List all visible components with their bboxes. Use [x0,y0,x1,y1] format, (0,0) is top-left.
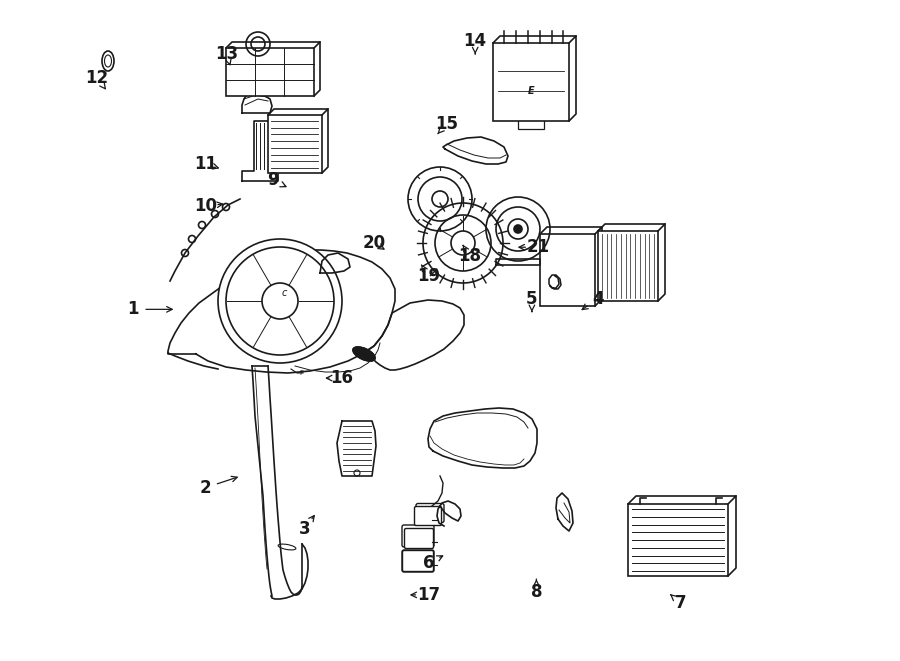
Text: 9: 9 [267,171,278,190]
Bar [540,234,595,306]
Bar [518,119,544,129]
Text: 3: 3 [299,520,310,538]
Bar [578,248,588,258]
Text: 7: 7 [675,594,686,612]
Bar [493,43,569,121]
Text: 2: 2 [200,479,211,497]
Text: c: c [282,288,287,298]
Text: 13: 13 [215,45,238,63]
FancyBboxPatch shape [415,506,442,525]
Text: 20: 20 [363,234,386,253]
FancyBboxPatch shape [416,504,444,522]
Text: 12: 12 [86,69,109,87]
Polygon shape [443,137,508,164]
Text: 5: 5 [526,290,537,308]
Polygon shape [428,408,537,468]
Text: 14: 14 [464,32,487,50]
Text: 16: 16 [330,369,354,387]
Bar [268,115,322,173]
Text: 17: 17 [417,586,440,604]
Text: 21: 21 [526,238,550,256]
Polygon shape [362,300,464,370]
Polygon shape [168,250,395,373]
Bar [226,48,314,96]
FancyBboxPatch shape [404,529,434,549]
FancyBboxPatch shape [402,551,434,572]
Text: E: E [527,86,535,96]
Text: 15: 15 [435,115,458,134]
Text: F: F [299,370,303,376]
Text: 4: 4 [592,290,603,308]
Circle shape [514,225,522,233]
Ellipse shape [353,347,375,361]
Polygon shape [320,253,350,273]
Text: 18: 18 [458,247,482,266]
Polygon shape [337,421,376,476]
Text: 19: 19 [417,267,440,286]
Text: 10: 10 [194,197,217,215]
Text: 1: 1 [128,300,139,319]
Bar [598,231,658,301]
Text: 6: 6 [423,554,434,572]
FancyBboxPatch shape [402,550,434,572]
Polygon shape [556,493,573,531]
Bar [628,504,728,576]
Text: 11: 11 [194,155,217,173]
Circle shape [218,239,342,363]
FancyBboxPatch shape [402,525,434,547]
Text: 8: 8 [531,583,542,602]
